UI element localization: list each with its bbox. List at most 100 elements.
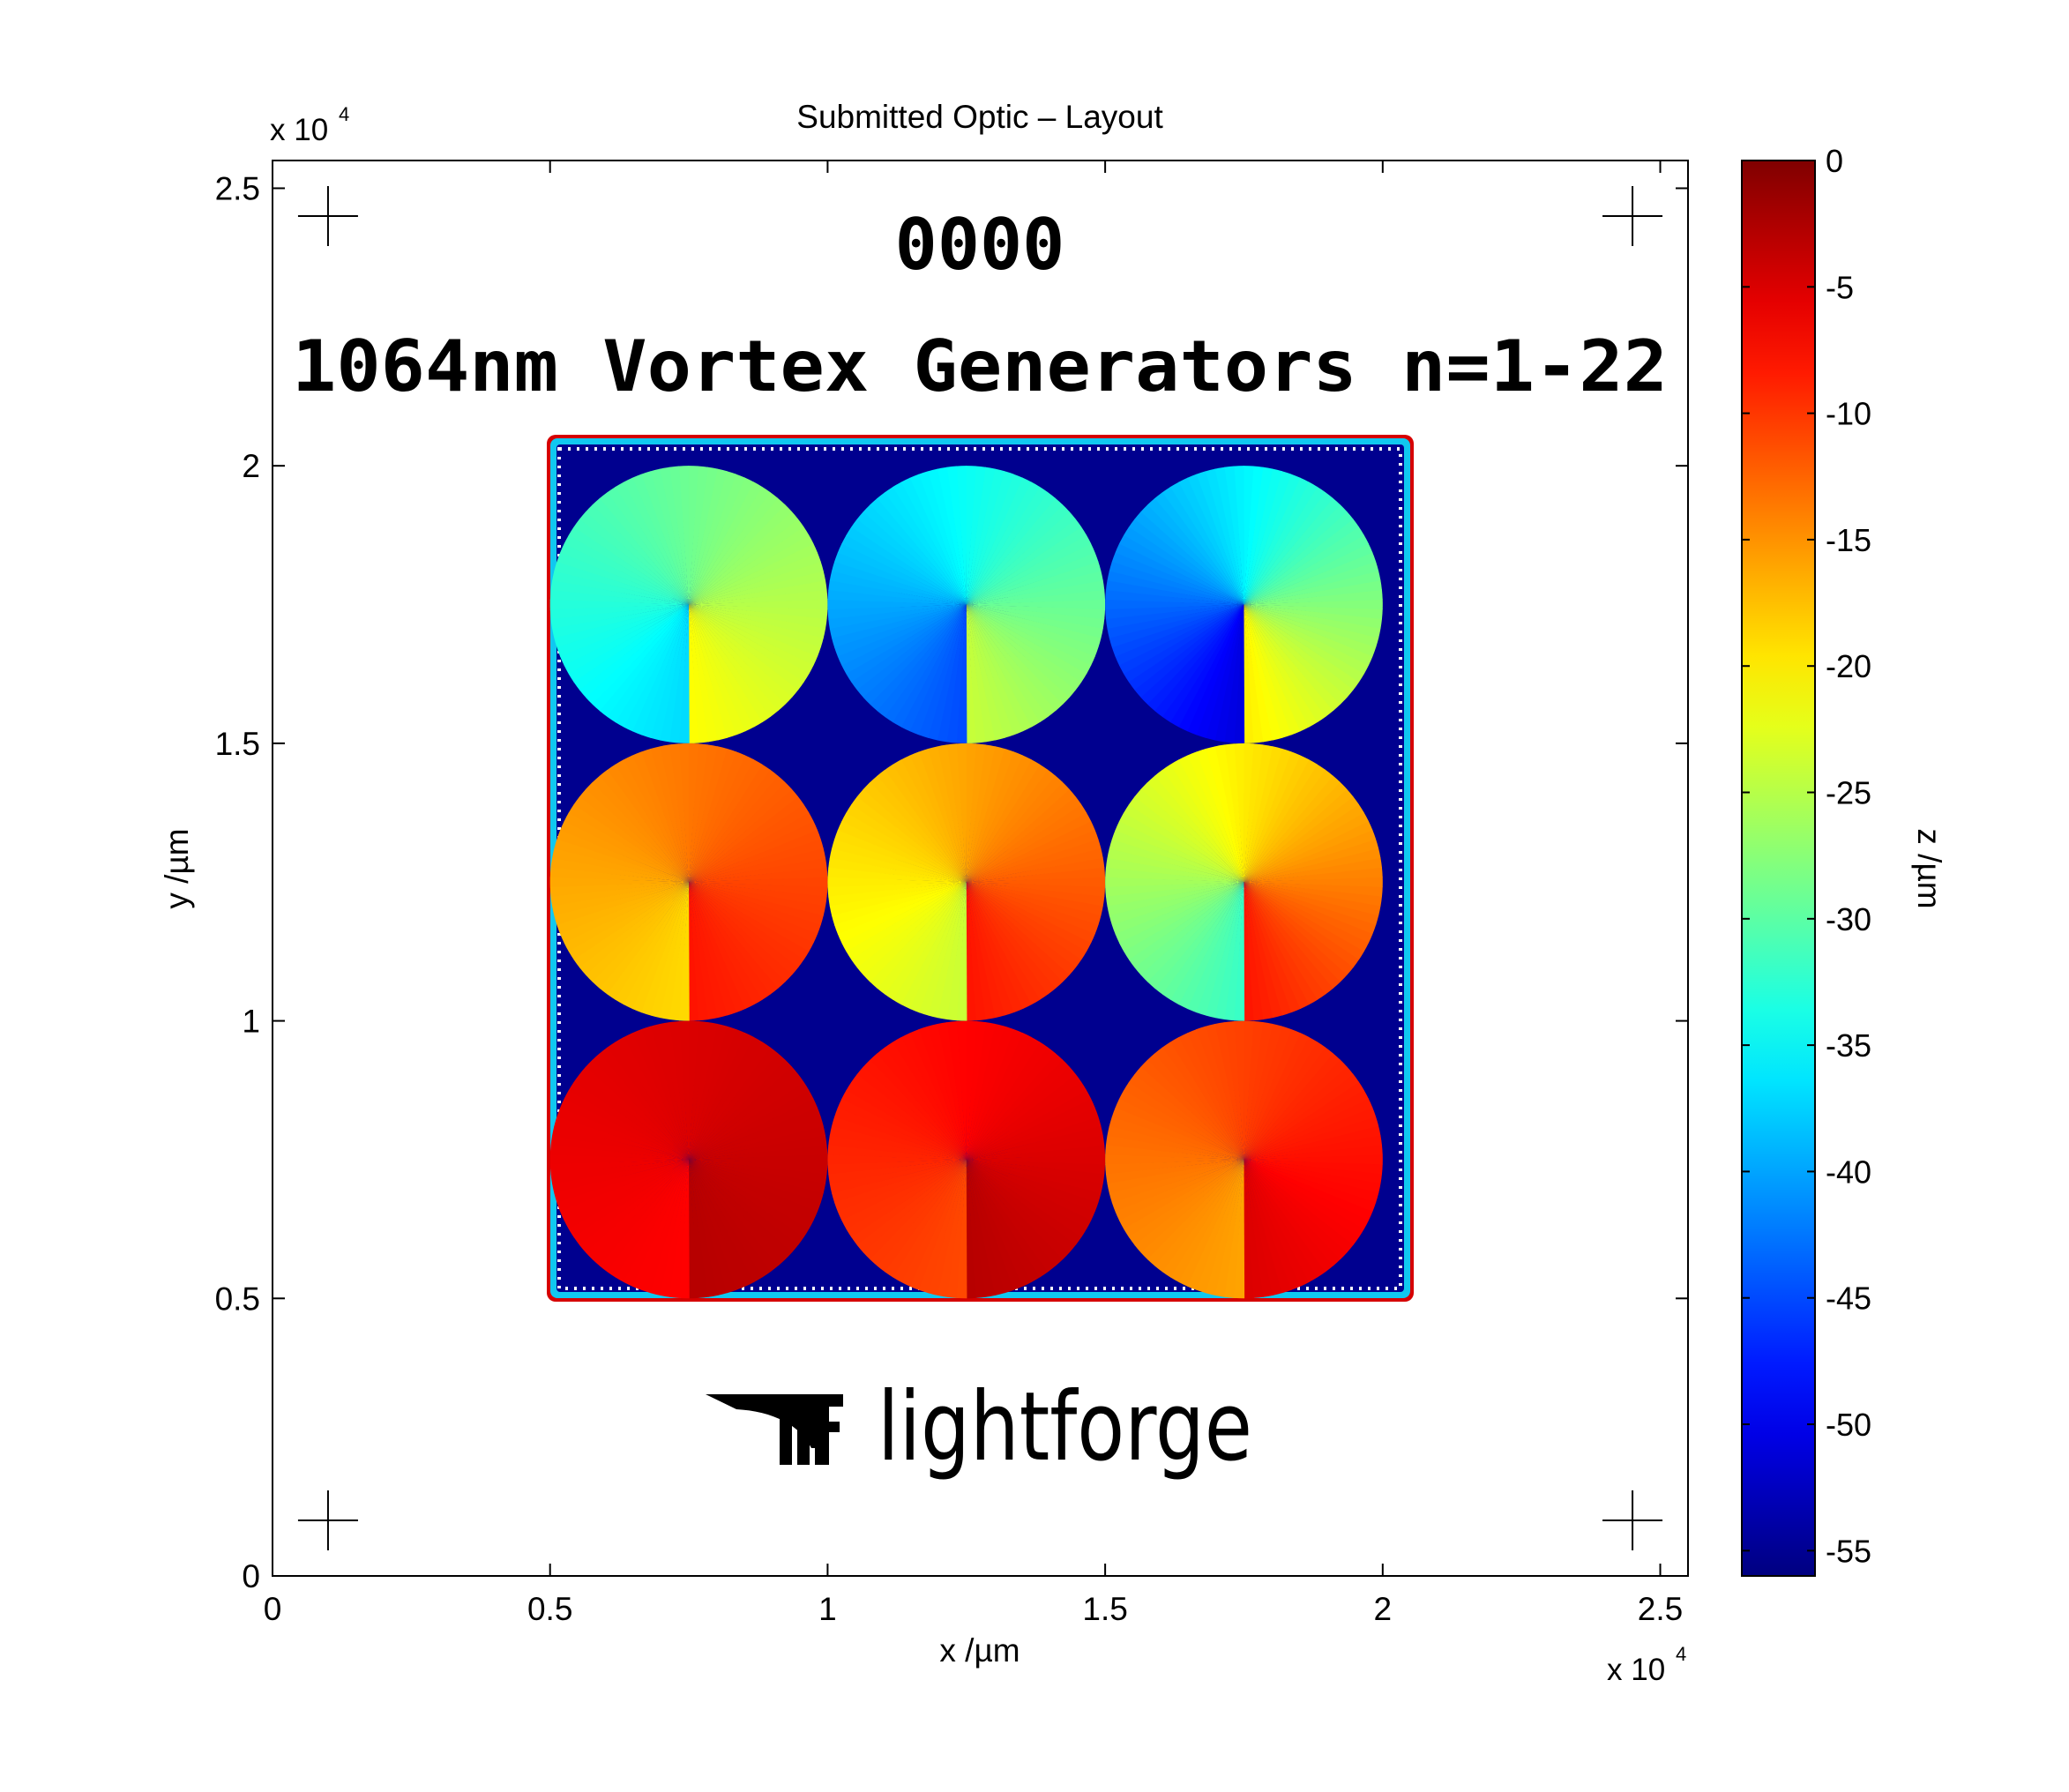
vortex-wedge <box>893 604 967 728</box>
vortex-wedge <box>564 604 690 675</box>
vortex-wedge <box>689 604 764 728</box>
vortex-wedge <box>689 882 818 944</box>
vortex-wedge <box>689 775 786 883</box>
logo-mark-f-top <box>815 1394 843 1407</box>
vortex-wedge <box>1119 604 1244 675</box>
vortex-wedge <box>837 604 967 667</box>
vortex-wedge <box>550 580 690 605</box>
vortex-wedge <box>918 1159 967 1294</box>
vortex-wedge <box>1196 882 1244 1016</box>
vortex-wedge <box>893 882 967 1005</box>
vortex-wedge <box>1118 812 1244 883</box>
vortex-wedge <box>1244 467 1274 605</box>
vortex-wedge <box>833 552 967 605</box>
logo-wordmark: lightforge <box>878 1372 1252 1482</box>
vortex-wedge <box>850 519 967 605</box>
vortex-wedge <box>1134 882 1244 976</box>
vortex-wedge <box>689 542 818 605</box>
vortex-wedge <box>689 882 793 982</box>
vortex-wedge <box>966 882 1033 1009</box>
vortex-wedge <box>1244 795 1359 883</box>
vortex-wedge <box>1186 751 1244 883</box>
vortex-wedge <box>1244 604 1348 705</box>
vortex-layer <box>549 466 1383 1299</box>
vortex-wedge <box>1244 781 1348 883</box>
vortex-wedge <box>877 1047 967 1160</box>
vortex-wedge <box>660 882 690 1020</box>
vortex-wedge <box>966 604 1092 675</box>
vortex-wedge <box>1140 604 1244 706</box>
vortex-wedge <box>615 1159 690 1283</box>
vortex-wedge <box>1244 882 1302 1013</box>
vortex-wedge <box>1244 882 1326 1000</box>
vortex-wedge <box>689 604 814 675</box>
vortex-wedge <box>966 829 1099 883</box>
vortex-wedge <box>1140 782 1244 883</box>
vortex-wedge <box>846 604 967 683</box>
vortex-plate-2 <box>827 466 1106 743</box>
vortex-wedge <box>909 604 967 735</box>
vortex-wedge <box>689 468 728 605</box>
vortex-wedge <box>1244 882 1383 907</box>
vortex-wedge <box>918 882 967 1016</box>
vortex-wedge <box>1178 882 1244 1010</box>
vortex-wedge <box>1244 604 1377 657</box>
vortex-wedge <box>841 812 967 883</box>
vortex-wedge <box>966 781 1070 883</box>
vortex-wedge <box>927 1024 967 1160</box>
vortex-wedge <box>1196 1159 1244 1294</box>
vortex-wedge <box>1170 882 1244 1005</box>
vortex-wedge <box>966 534 1092 605</box>
vortex-wedge <box>1244 1159 1383 1184</box>
vortex-wedge <box>1196 471 1244 605</box>
vortex-wedge <box>650 1024 690 1160</box>
vortex-wedge <box>1154 1047 1244 1160</box>
vortex-wedge <box>1244 1159 1360 1245</box>
vortex-wedge <box>1147 1053 1244 1160</box>
vortex-wedge <box>607 764 690 883</box>
vortex-wedge <box>640 748 690 883</box>
vortex-wedge <box>884 1042 967 1160</box>
colorbar-tick-label: -10 <box>1826 396 1871 432</box>
vortex-wedge <box>1244 1047 1333 1160</box>
vortex-wedge <box>1244 599 1383 610</box>
vortex-wedge <box>689 1081 810 1160</box>
vortex-wedge <box>851 1159 967 1246</box>
vortex-wedge <box>689 1098 818 1160</box>
vortex-wedge <box>689 599 828 610</box>
vortex-wedge <box>846 1159 967 1238</box>
vortex-wedge <box>689 534 814 605</box>
vortex-wedge <box>1147 775 1244 883</box>
vortex-wedge <box>1244 604 1383 629</box>
vortex-wedge <box>966 1159 1077 1253</box>
colorbar-gradient <box>1742 161 1815 1576</box>
vortex-wedge <box>851 882 967 968</box>
vortex-wedge <box>966 882 1077 975</box>
vortex-wedge <box>831 839 967 883</box>
vortex-wedge <box>1244 1052 1341 1160</box>
vortex-wedge <box>1109 604 1244 648</box>
vortex-wedge <box>1244 561 1379 605</box>
colorbar-frame <box>1741 160 1816 1577</box>
vortex-wedge <box>1244 775 1341 883</box>
vortex-wedge <box>689 744 718 883</box>
plot-area: 0000 1064nm Vortex Generators n=1-22 lig… <box>292 185 1668 1551</box>
vortex-wedge <box>966 746 1005 883</box>
vortex-wedge <box>1123 1081 1244 1160</box>
y-multiplier-exponent: 4 <box>339 103 349 125</box>
vortex-wedge <box>1115 882 1244 944</box>
vortex-wedge <box>689 882 827 907</box>
x-tick-label: 0 <box>264 1591 282 1627</box>
vortex-wedge <box>1170 1159 1244 1283</box>
vortex-wedge <box>956 1159 967 1299</box>
vortex-wedge <box>1186 1029 1244 1160</box>
vortex-wedge <box>689 511 799 605</box>
y-tick-label: 0 <box>242 1558 260 1594</box>
vortex-wedge <box>837 821 967 883</box>
vortex-wedge <box>689 477 754 605</box>
vortex-wedge <box>689 755 754 883</box>
vortex-wedge <box>928 882 967 1019</box>
vortex-wedge <box>900 604 967 732</box>
vortex-wedge <box>1244 882 1373 944</box>
vortex-wedge <box>1244 604 1292 738</box>
